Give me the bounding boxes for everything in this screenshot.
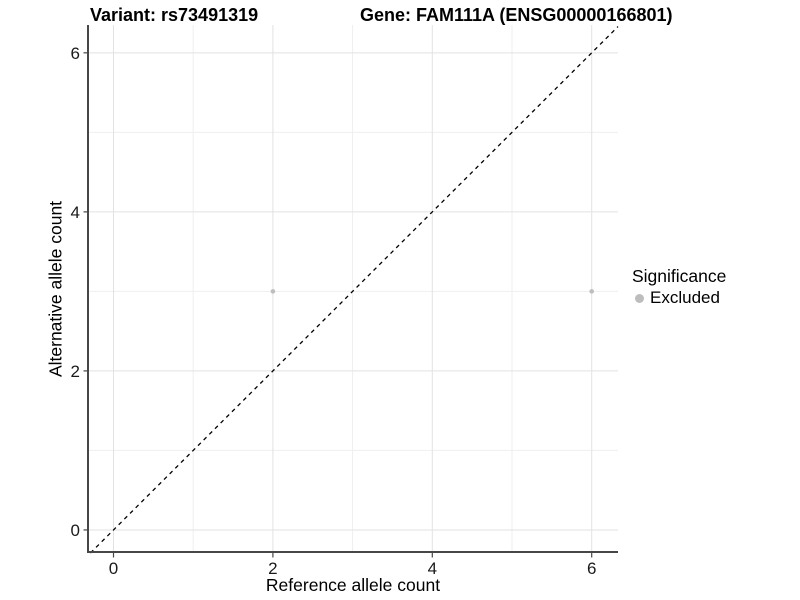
y-tick-label: 6 xyxy=(71,44,80,63)
plot-title-gene: Gene: FAM111A (ENSG00000166801) xyxy=(360,5,673,25)
identity-reference-line xyxy=(89,26,619,554)
x-tick-label: 0 xyxy=(109,559,118,578)
legend-title: Significance xyxy=(632,266,727,286)
data-point xyxy=(589,289,594,294)
legend-item-label: Excluded xyxy=(650,288,720,307)
legend: Significance Excluded xyxy=(632,266,726,308)
y-tick-label: 4 xyxy=(71,203,80,222)
y-tick-label: 2 xyxy=(71,362,80,381)
legend-item-excluded: Excluded xyxy=(632,288,726,308)
x-tick-label: 4 xyxy=(428,559,437,578)
y-tick-label: 0 xyxy=(71,521,80,540)
plot-title-variant: Variant: rs73491319 xyxy=(90,5,259,25)
y-axis-title: Alternative allele count xyxy=(45,200,66,378)
data-point xyxy=(270,289,276,294)
excluded-point-icon xyxy=(635,293,644,303)
x-tick-label: 2 xyxy=(268,559,277,578)
x-axis-title: Reference allele count xyxy=(265,575,441,595)
x-tick-label: 6 xyxy=(587,559,596,578)
